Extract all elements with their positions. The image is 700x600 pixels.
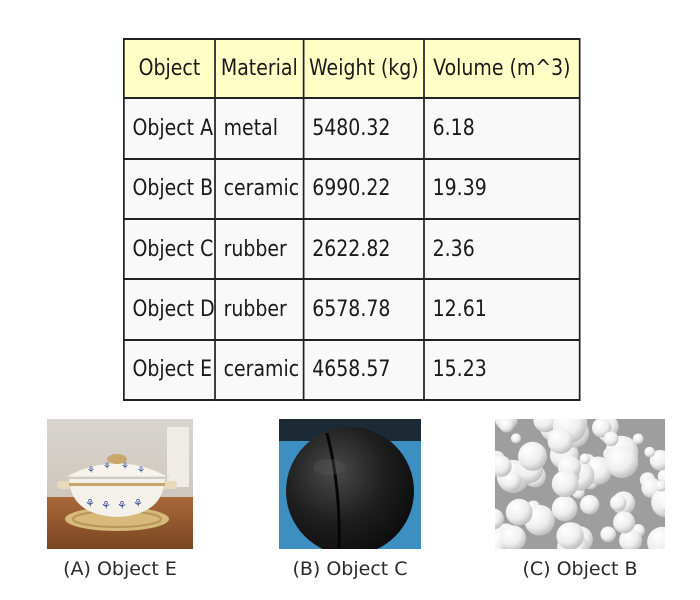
svg-text:⚘: ⚘ — [85, 497, 95, 510]
table-cell: Object C — [123, 217, 216, 281]
table-cell: 15.23 — [423, 338, 581, 402]
header-cell: Volume (m^3) — [423, 37, 581, 100]
table-row: Object B ceramic 6990.22 19.39 — [123, 157, 581, 220]
table-row: Object C rubber 2622.82 2.36 — [123, 217, 581, 281]
svg-text:⚘: ⚘ — [103, 462, 111, 472]
svg-text:⚘: ⚘ — [87, 466, 95, 476]
image-caption: (C) Object B — [522, 558, 638, 580]
table-row: Object D rubber 6578.78 12.61 — [123, 278, 581, 341]
table-cell: Object D — [123, 278, 216, 341]
table-cell: Object B — [123, 157, 216, 220]
rubber-ball-image — [279, 419, 421, 549]
header-cell: Object — [123, 37, 216, 100]
table-cell: 12.61 — [423, 278, 581, 341]
svg-text:⚘: ⚘ — [137, 466, 145, 476]
object-table: Object Material Weight (kg) Volume (m^3)… — [123, 37, 581, 402]
svg-text:⚘: ⚘ — [121, 462, 129, 472]
svg-text:⚘: ⚘ — [133, 497, 143, 510]
table-cell: 5480.32 — [302, 97, 425, 160]
header-cell: Material — [214, 37, 305, 100]
table-header-row: Object Material Weight (kg) Volume (m^3) — [123, 37, 581, 100]
ceramic-balls-image — [495, 419, 665, 549]
table-cell: Object A — [123, 97, 216, 160]
table-cell: 6578.78 — [302, 278, 425, 341]
table-cell: ceramic — [214, 157, 305, 220]
table-cell: ceramic — [214, 338, 305, 402]
table-cell: 19.39 — [423, 157, 581, 220]
table-cell: rubber — [214, 278, 305, 341]
table-row: Object E ceramic 4658.57 15.23 — [123, 338, 581, 402]
table-row: Object A metal 5480.32 6.18 — [123, 97, 581, 160]
table-cell: 2.36 — [423, 217, 581, 281]
table-cell: 2622.82 — [302, 217, 425, 281]
table-cell: metal — [214, 97, 305, 160]
table-cell: 6990.22 — [302, 157, 425, 220]
table-cell: 4658.57 — [302, 338, 425, 402]
table-cell: rubber — [214, 217, 305, 281]
image-caption: (B) Object C — [292, 558, 408, 580]
table-cell: Object E — [123, 338, 216, 402]
svg-text:⚘: ⚘ — [117, 499, 127, 512]
table-cell: 6.18 — [423, 97, 581, 160]
image-caption: (A) Object E — [63, 558, 177, 580]
ceramic-pot-image: ⚘ ⚘ ⚘ ⚘ ⚘ ⚘ ⚘ ⚘ — [47, 419, 193, 549]
svg-text:⚘: ⚘ — [101, 499, 111, 512]
header-cell: Weight (kg) — [302, 37, 425, 100]
